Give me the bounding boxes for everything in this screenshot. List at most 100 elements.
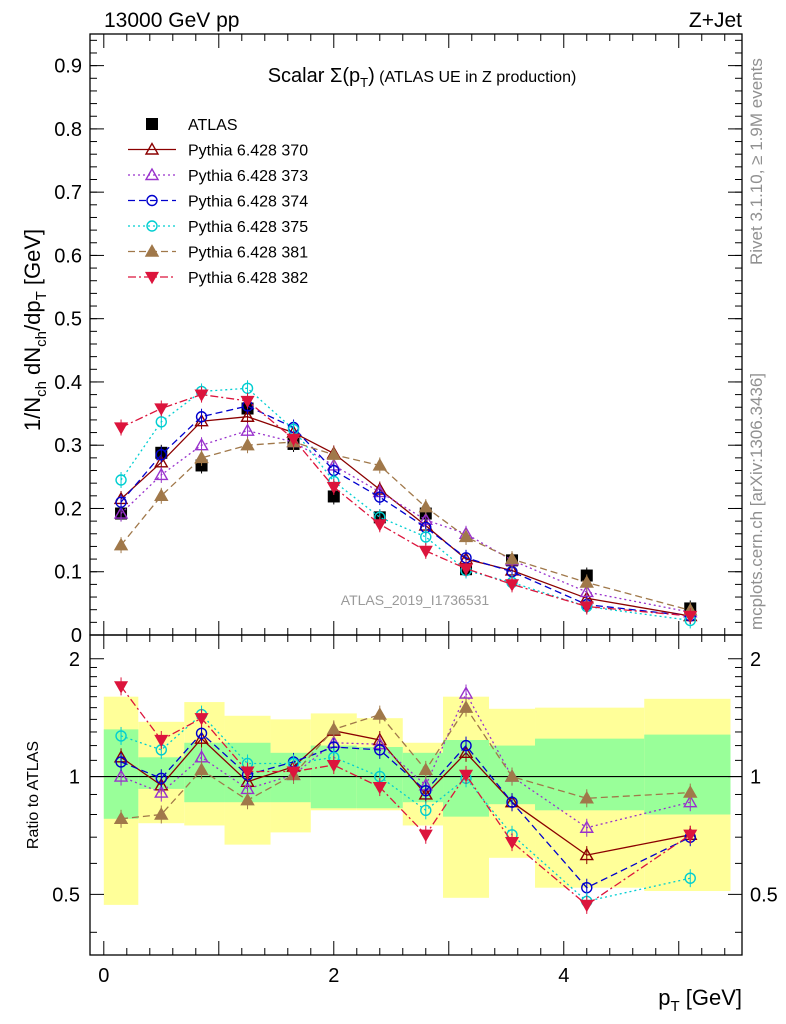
series-line	[120, 393, 691, 617]
data-point	[326, 481, 341, 495]
x-tick-label: 4	[558, 965, 569, 987]
rivet-label: Rivet 3.1.10, ≥ 1.9M events	[747, 58, 766, 265]
y-tick-label: 0.2	[54, 498, 82, 520]
legend-marker	[146, 194, 158, 207]
series-line	[120, 387, 691, 622]
ratio-point	[154, 785, 169, 798]
main-plot-content	[113, 380, 698, 629]
legend-label: Pythia 6.428 373	[188, 168, 308, 185]
y-tick-label: 0.4	[54, 372, 82, 394]
y-tick-label: 0.5	[54, 309, 82, 331]
data-point	[154, 488, 169, 502]
y-tick-label: 0.7	[54, 182, 82, 204]
data-point	[154, 454, 169, 468]
x-tick-label: 0	[98, 965, 109, 987]
legend-label: Pythia 6.428 375	[188, 219, 308, 236]
data-point	[194, 450, 209, 464]
data-point	[115, 474, 127, 486]
ratio-point	[374, 744, 386, 756]
data-point	[195, 411, 208, 423]
ratio-line	[120, 713, 691, 903]
ratio-point	[420, 804, 432, 816]
header-right: Z+Jet	[689, 9, 742, 32]
header-left: 13000 GeV pp	[104, 9, 239, 32]
series-5	[113, 434, 698, 619]
data-point	[418, 499, 433, 513]
ratio-point	[418, 762, 433, 776]
ratio-point	[155, 772, 167, 784]
data-point	[113, 537, 129, 551]
ratio-point	[195, 727, 208, 739]
ratio-point	[326, 759, 341, 773]
series-0	[115, 400, 697, 617]
legend-item: Pythia 6.428 374	[128, 194, 308, 211]
data-point	[372, 458, 387, 471]
ratio-point	[113, 769, 129, 782]
data-point	[194, 389, 209, 402]
ratio-point	[458, 769, 474, 783]
main-title: Scalar Σ(pT) (ATLAS UE in Z production)	[268, 65, 577, 90]
data-point	[286, 433, 301, 447]
data-point	[372, 519, 387, 532]
data-point	[504, 551, 520, 565]
legend-item: Pythia 6.428 381	[128, 244, 308, 262]
series-6	[114, 386, 698, 625]
data-point	[458, 563, 474, 576]
ratio-point	[684, 872, 696, 884]
ratio-point	[240, 792, 255, 806]
ratio-point	[326, 721, 341, 735]
ratio-point	[504, 837, 520, 850]
ratio-line	[120, 729, 691, 856]
series-line	[120, 416, 691, 617]
legend-marker	[146, 118, 158, 130]
legend-item: Pythia 6.428 375	[128, 219, 308, 236]
ratio-plot-content	[90, 677, 742, 914]
ratio-point	[194, 762, 209, 776]
series-line	[120, 441, 691, 611]
data-point	[420, 531, 432, 543]
series-line	[120, 405, 691, 617]
ratio-point	[372, 781, 387, 795]
ratio-line	[120, 692, 691, 829]
y-tick-label: 0.8	[54, 119, 82, 141]
ratio-series-5	[114, 677, 698, 914]
ratio-point	[579, 790, 594, 804]
ratio-frame	[89, 634, 743, 956]
data-point	[240, 409, 255, 422]
ratio-line	[120, 732, 691, 889]
data-point	[155, 416, 167, 428]
ratio-point	[683, 829, 698, 842]
legend-label: Pythia 6.428 370	[188, 143, 308, 160]
ratio-tick-label-right: 2	[750, 649, 761, 671]
ratio-line	[120, 686, 691, 906]
data-point	[418, 545, 433, 559]
ratio-tick-label: 0.5	[52, 884, 80, 906]
ratio-point	[460, 739, 472, 752]
series-3	[115, 397, 696, 625]
main-ylabel: 1/Nch dNch/dpT [GeV]	[20, 229, 50, 431]
ratio-point	[504, 769, 520, 782]
data-point	[240, 423, 255, 436]
ratio-point	[154, 734, 169, 748]
main-series	[113, 380, 698, 629]
y-tick-label: 0	[71, 625, 82, 647]
data-point	[327, 490, 340, 503]
y-tick-label: 0.9	[54, 56, 82, 78]
mcplots-label: mcplots.cern.ch [arXiv:1306.3436]	[747, 373, 766, 630]
data-point	[154, 403, 169, 416]
ratio-point	[154, 807, 169, 820]
xlabel: pT [GeV]	[658, 985, 742, 1015]
legend-label: Pythia 6.428 381	[188, 245, 308, 262]
y-tick-label: 0.1	[54, 562, 82, 584]
ratio-point	[372, 707, 387, 720]
legend-label: Pythia 6.428 382	[188, 270, 308, 287]
legend-item: Pythia 6.428 382	[128, 270, 308, 287]
ratio-point	[240, 766, 255, 779]
ratio-tick-label: 1	[69, 767, 80, 789]
ratio-point	[113, 811, 129, 824]
ratio-tick-label: 2	[69, 649, 80, 671]
data-point	[155, 449, 167, 461]
axes: 00.10.20.30.40.50.60.70.80.90.5 0.51 12 20 2…	[52, 33, 778, 987]
ratio-point	[579, 820, 594, 833]
